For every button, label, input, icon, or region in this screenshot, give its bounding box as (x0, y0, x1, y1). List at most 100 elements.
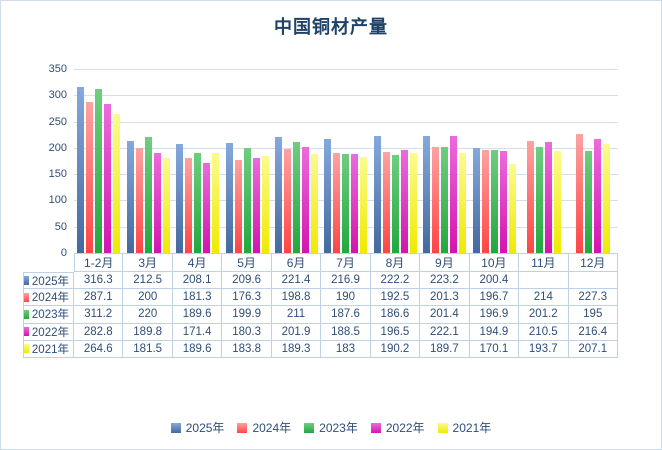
table-value-cell: 212.5 (123, 272, 173, 290)
bar-2023年-4月 (194, 153, 202, 253)
bar-2023年-9月 (441, 147, 449, 253)
table-value-cell: 170.1 (469, 340, 520, 358)
bar-2023年-5月 (243, 147, 251, 253)
bar-group-3月 (123, 69, 172, 253)
gridline (74, 69, 618, 70)
bar-2025年-5月 (225, 142, 233, 253)
table-header-cell: 11月 (519, 253, 569, 272)
table-value-cell: 216.9 (321, 272, 371, 290)
y-axis-tick-label: 350 (48, 63, 67, 75)
y-axis-tick-label: 250 (48, 115, 67, 128)
table-value-cell: 188.5 (321, 323, 371, 341)
bar-group-12月 (569, 69, 618, 253)
table-row-header: 2024年 (23, 289, 74, 307)
table-value-cell: 209.6 (222, 272, 272, 290)
table-value-cell: 214 (519, 289, 569, 307)
bar-group-4月 (173, 69, 222, 253)
bar-2025年-4月 (176, 143, 184, 253)
table-value-cell: 316.3 (74, 272, 124, 290)
table-value-cell: 196.5 (370, 323, 421, 341)
table-value-cell: 189.6 (172, 306, 223, 324)
legend-label: 2025年 (185, 421, 225, 435)
table-header-cell: 5月 (222, 253, 272, 272)
table-value-cell: 196.7 (469, 289, 520, 307)
table-value-cell: 201.2 (519, 306, 569, 324)
bar-2024年-4月 (185, 157, 193, 253)
table-value-cell: 186.6 (370, 306, 421, 324)
table-row-header: 2022年 (23, 323, 74, 341)
bar-2022年-5月 (252, 158, 260, 253)
bar-group-10月 (470, 69, 519, 253)
legend-label: 2022年 (385, 421, 425, 435)
table-value-cell: 195 (568, 306, 618, 324)
bar-2021年-7月 (360, 156, 368, 253)
bar-group-5月 (222, 69, 271, 253)
bar-2024年-1-2月 (86, 102, 94, 253)
bar-2022年-6月 (302, 146, 310, 253)
table-value-cell: 207.1 (568, 340, 618, 358)
legend-key-icon (304, 422, 315, 433)
table-value-cell: 287.1 (74, 289, 124, 307)
table-value-cell: 311.2 (74, 306, 124, 324)
bar-2024年-7月 (333, 153, 341, 253)
table-value-cell: 210.5 (519, 323, 569, 341)
chart-legend: 2025年 2024年 2023年 2022年 2021年 (1, 419, 661, 436)
bar-2021年-3月 (162, 157, 170, 253)
bar-2025年-1-2月 (77, 86, 85, 253)
bar-group-9月 (420, 69, 469, 253)
table-value-cell: 264.6 (74, 340, 124, 358)
table-header-cell: 9月 (420, 253, 470, 272)
y-axis-tick-label: 200 (48, 141, 67, 154)
table-value-cell: 221.4 (271, 272, 322, 290)
bar-group-7月 (321, 69, 370, 253)
table-row-header: 2025年 (23, 272, 74, 290)
bar-2023年-8月 (391, 154, 399, 253)
series-name: 2021年 (31, 343, 69, 356)
table-value-cell: 199.9 (222, 306, 272, 324)
legend-item-2024年: 2024年 (237, 419, 291, 436)
table-value-cell: 176.3 (222, 289, 272, 307)
bar-2023年-11月 (535, 147, 543, 253)
bar-2022年-7月 (351, 153, 359, 253)
table-value-cell: 171.4 (172, 323, 223, 341)
table-value-cell (568, 272, 618, 290)
table-value-cell: 190.2 (370, 340, 421, 358)
series-key-icon (24, 276, 29, 286)
bar-2023年-3月 (144, 137, 152, 253)
legend-label: 2024年 (252, 421, 292, 435)
bar-2023年-12月 (585, 150, 593, 253)
bar-2022年-11月 (544, 142, 552, 253)
table-corner-cell (23, 253, 74, 272)
bar-2025年-7月 (324, 139, 332, 253)
chart-title: 中国铜材产量 (274, 17, 388, 37)
table-value-cell: 189.3 (271, 340, 322, 358)
data-table: 1-2月 3月 4月 5月 6月 7月 8月 9月 10月 11月 12月 2025年 316.3 212… (23, 253, 618, 358)
bar-2023年-10月 (490, 149, 498, 253)
legend-item-2022年: 2022年 (370, 419, 425, 436)
bar-2024年-3月 (135, 147, 143, 253)
bar-2022年-3月 (153, 153, 161, 253)
table-value-cell: 220 (123, 306, 173, 324)
table-value-cell: 181.3 (172, 289, 223, 307)
table-header-cell: 4月 (172, 253, 223, 272)
table-value-cell: 200.4 (469, 272, 520, 290)
bar-2021年-10月 (508, 163, 516, 253)
legend-key-icon (237, 422, 248, 433)
series-name: 2023年 (31, 309, 69, 322)
bar-2022年-8月 (400, 149, 408, 253)
y-axis-tick-label: 100 (48, 194, 67, 207)
table-value-cell: 198.8 (271, 289, 322, 307)
bar-2025年-9月 (423, 135, 431, 253)
bar-2021年-9月 (459, 153, 467, 253)
table-value-cell: 187.6 (321, 306, 371, 324)
bar-group-8月 (371, 69, 420, 253)
table-value-cell: 196.9 (469, 306, 520, 324)
table-value-cell: 183.8 (222, 340, 272, 358)
bar-2024年-11月 (526, 140, 534, 253)
bar-2022年-9月 (450, 136, 458, 253)
legend-key-icon (170, 422, 181, 433)
legend-key-icon (370, 422, 381, 433)
table-row-header: 2023年 (23, 306, 74, 324)
table-header-cell: 8月 (370, 253, 421, 272)
